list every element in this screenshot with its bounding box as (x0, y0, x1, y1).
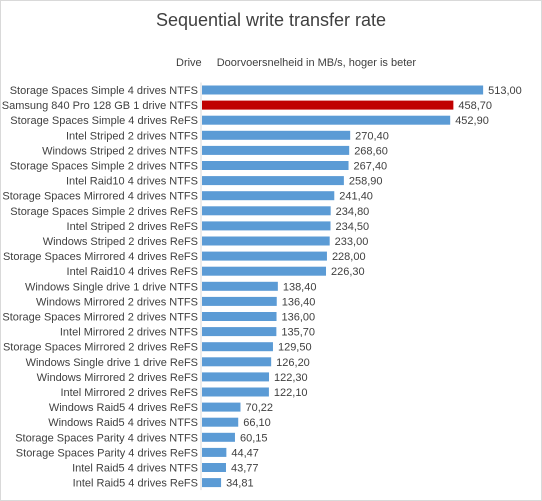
category-label: Intel Raid5 4 drives ReFS (73, 478, 198, 490)
bar (202, 357, 272, 367)
bar (202, 100, 454, 110)
bar (202, 342, 273, 352)
category-label: Intel Striped 2 drives ReFS (67, 221, 198, 233)
bar (202, 402, 241, 412)
header-metric-label: Doorvoersnelheid in MB/s, hoger is beter (216, 57, 417, 69)
bar (202, 130, 351, 140)
bar (202, 372, 270, 382)
category-label: Storage Spaces Mirrored 2 drives ReFS (3, 342, 198, 354)
data-label: 34,81 (226, 478, 254, 490)
category-label: Storage Spaces Mirrored 4 drives ReFS (3, 251, 198, 263)
bar (202, 85, 484, 95)
category-label: Windows Single drive 1 drive ReFS (26, 357, 198, 369)
data-label: 234,80 (336, 206, 370, 218)
data-label: 66,10 (243, 417, 271, 429)
category-label: Intel Mirrored 2 drives ReFS (60, 387, 198, 399)
data-label: 122,30 (274, 372, 308, 384)
data-label: 226,30 (331, 266, 365, 278)
data-label: 135,70 (281, 327, 315, 339)
data-label: 234,50 (336, 221, 370, 233)
category-label: Storage Spaces Mirrored 4 drives NTFS (2, 191, 198, 203)
data-label: 70,22 (245, 402, 273, 414)
category-label: Windows Raid5 4 drives NTFS (48, 417, 198, 429)
bar (202, 145, 350, 155)
data-label: 233,00 (335, 236, 369, 248)
bar (202, 115, 451, 125)
bar (202, 251, 327, 261)
bar (202, 161, 349, 170)
category-label: Windows Striped 2 drives NTFS (42, 145, 198, 157)
category-label: Windows Single drive 1 drive NTFS (25, 281, 198, 293)
data-label: 43,77 (231, 463, 259, 475)
data-label: 228,00 (332, 251, 366, 263)
data-label: 270,40 (355, 130, 389, 142)
category-label: Intel Raid5 4 drives NTFS (72, 463, 198, 475)
category-label: Intel Striped 2 drives NTFS (66, 130, 198, 142)
category-label: Windows Mirrored 2 drives ReFS (37, 372, 198, 384)
category-label: Storage Spaces Simple 2 drives ReFS (10, 206, 198, 218)
bar (202, 312, 277, 321)
data-label: 136,40 (282, 296, 316, 308)
chart-title: Sequential write transfer rate (155, 10, 387, 30)
category-label: Windows Mirrored 2 drives NTFS (36, 296, 198, 308)
category-label: Intel Mirrored 2 drives NTFS (60, 327, 198, 339)
data-label: 452,90 (455, 115, 489, 127)
bar (202, 432, 235, 442)
category-label: Storage Spaces Simple 4 drives ReFS (10, 115, 198, 127)
bar (202, 206, 331, 216)
category-label: Storage Spaces Simple 2 drives NTFS (10, 161, 198, 173)
bar (202, 236, 330, 246)
category-label: Storage Spaces Parity 4 drives NTFS (15, 432, 198, 444)
bar (202, 447, 227, 457)
bar (202, 478, 222, 488)
data-label: 458,70 (458, 100, 492, 112)
data-label: 44,47 (231, 447, 259, 459)
data-label: 136,00 (282, 312, 316, 324)
bar (202, 387, 269, 397)
data-label: 60,15 (240, 432, 268, 444)
bar (202, 176, 344, 186)
data-label: 241,40 (339, 191, 373, 203)
bar (202, 296, 277, 306)
column-header: Drive Doorvoersnelheid in MB/s, hoger is… (176, 57, 416, 69)
data-label: 138,40 (283, 281, 317, 293)
data-label: 258,90 (349, 176, 383, 188)
data-label: 513,00 (488, 85, 522, 97)
category-label: Storage Spaces Mirrored 2 drives NTFS (2, 312, 198, 324)
bar (202, 417, 239, 427)
bar (202, 327, 277, 337)
bar (202, 281, 278, 291)
bar (202, 463, 226, 472)
category-label: Intel Raid10 4 drives NTFS (66, 176, 198, 188)
bar (202, 266, 327, 276)
category-label: Samsung 840 Pro 128 GB 1 drive NTFS (2, 100, 198, 112)
header-drive-label: Drive (176, 57, 202, 69)
category-label: Windows Raid5 4 drives ReFS (49, 402, 198, 414)
data-label: 267,40 (354, 161, 388, 173)
bar (202, 191, 335, 201)
category-label: Intel Raid10 4 drives ReFS (67, 266, 198, 278)
data-label: 122,10 (274, 387, 308, 399)
category-label: Storage Spaces Simple 4 drives NTFS (10, 85, 198, 97)
category-label: Windows Striped 2 drives ReFS (43, 236, 198, 248)
bar (202, 221, 331, 231)
data-label: 268,60 (354, 145, 388, 157)
data-label: 126,20 (276, 357, 310, 369)
data-label: 129,50 (278, 342, 312, 354)
category-label: Storage Spaces Parity 4 drives ReFS (16, 447, 198, 459)
